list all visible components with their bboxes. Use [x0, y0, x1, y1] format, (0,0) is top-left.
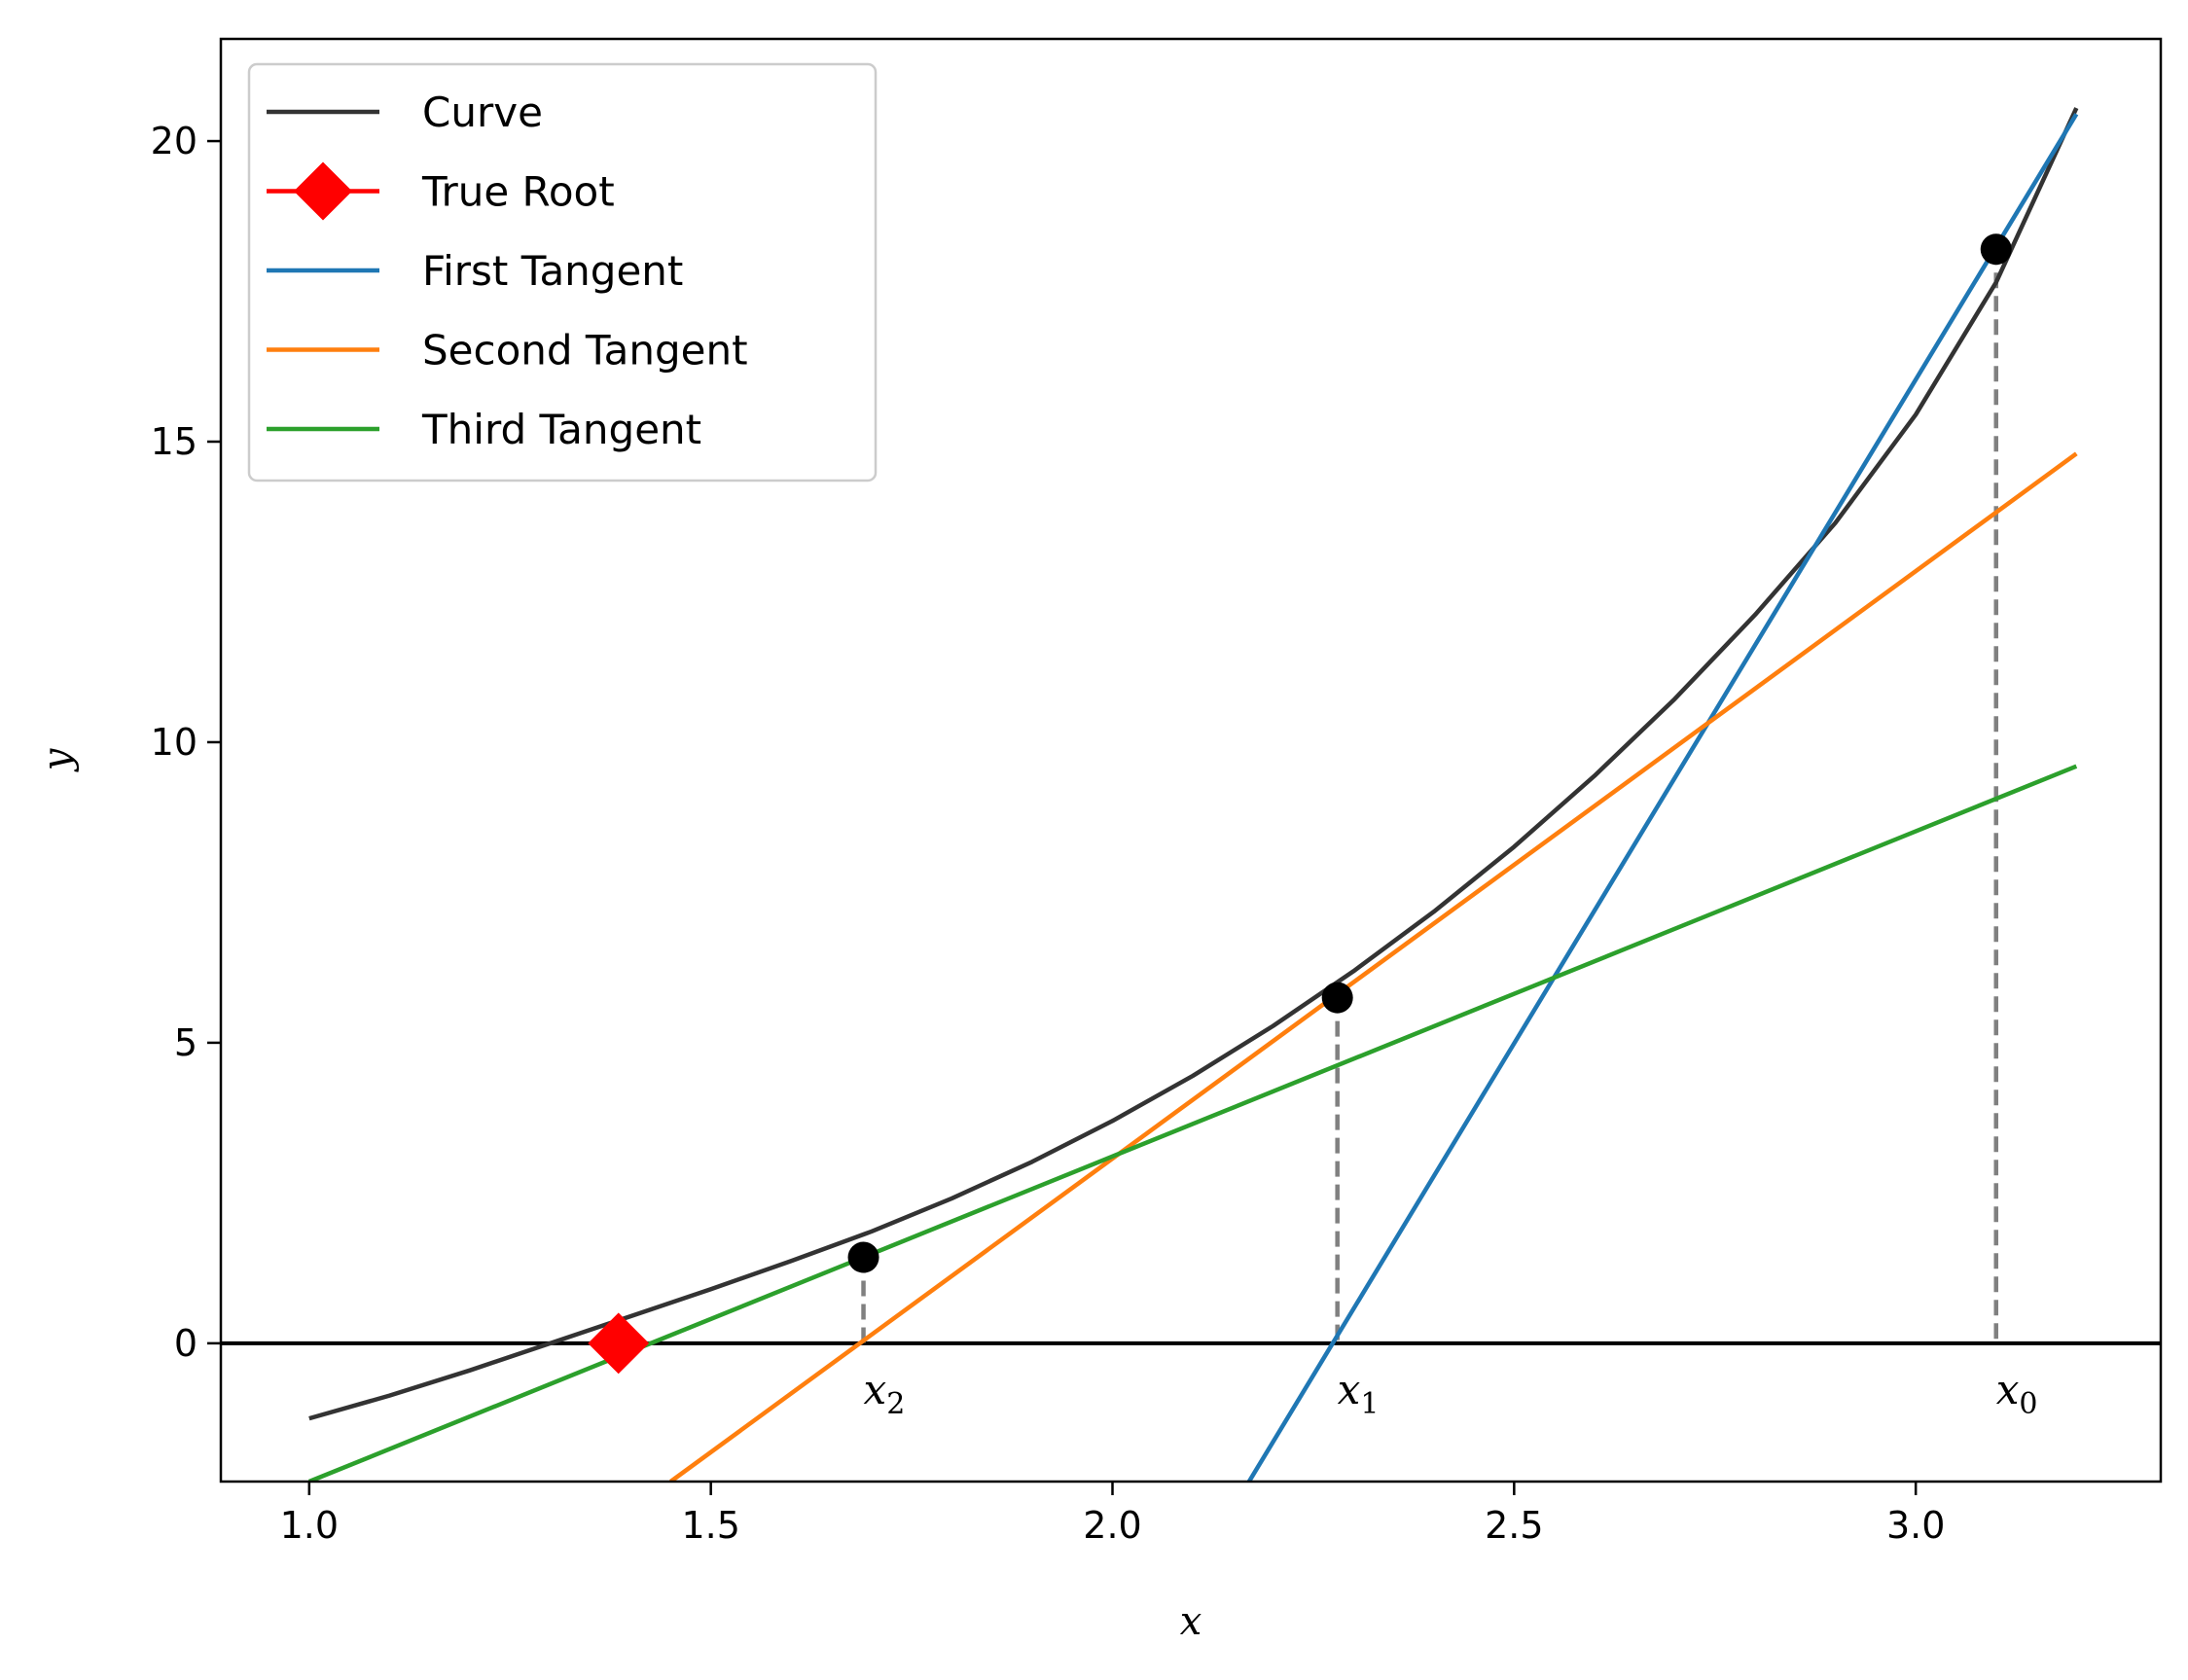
axes-frame [219, 37, 2163, 1483]
legend-label-first-tangent: First Tangent [422, 247, 683, 295]
y-tick-label: 20 [151, 120, 197, 162]
x-tick-label: 1.0 [280, 1504, 339, 1547]
iterate-label-x2: x2 [864, 1366, 906, 1421]
y-axis-title: y [35, 747, 80, 772]
x-tick-label: 2.0 [1083, 1504, 1141, 1547]
x-axis-title: x [1180, 1599, 1202, 1644]
legend-box [247, 62, 878, 483]
plot-area [221, 107, 2161, 1482]
y-tick-label: 5 [174, 1021, 197, 1064]
x-tick-label: 2.5 [1485, 1504, 1543, 1547]
third-tangent-line [307, 764, 2078, 1482]
x-tick-label: 1.5 [681, 1504, 739, 1547]
x-axis: 1.0 1.5 2.0 2.5 3.0 [280, 1482, 1945, 1547]
legend-label-second-tangent: Second Tangent [422, 327, 748, 375]
y-axis: 0 5 10 15 20 [151, 120, 221, 1365]
true-root-marker [588, 1312, 650, 1375]
y-tick-label: 0 [174, 1322, 197, 1365]
y-tick-label: 15 [151, 420, 197, 463]
second-tangent-line [669, 451, 2078, 1482]
iterate-point-x2 [847, 1241, 879, 1273]
y-tick-label: 10 [151, 721, 197, 764]
curve-line [308, 107, 2079, 1421]
legend-label-true-root: True Root [421, 168, 615, 216]
legend: Curve True Root First Tangent Second Tangen… [247, 62, 878, 483]
first-tangent-line [1246, 113, 2079, 1482]
legend-label-third-tangent: Third Tangent [421, 406, 701, 453]
iterate-label-x0: x0 [1996, 1366, 2038, 1421]
iterate-label-x1: x1 [1338, 1366, 1380, 1421]
iterate-point-x0 [1980, 233, 2012, 266]
legend-label-curve: Curve [422, 89, 543, 136]
iterate-point-x1 [1321, 982, 1353, 1014]
legend-marker-true-root [294, 161, 352, 221]
x-tick-label: 3.0 [1886, 1504, 1945, 1547]
